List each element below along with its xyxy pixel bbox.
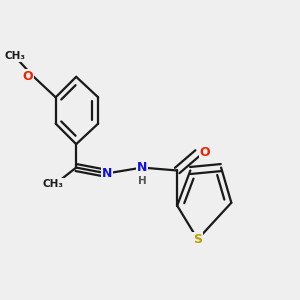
Text: O: O: [200, 146, 210, 159]
Text: S: S: [193, 233, 202, 246]
Text: O: O: [22, 70, 33, 83]
Text: N: N: [102, 167, 112, 180]
Text: H: H: [138, 176, 146, 186]
Text: CH₃: CH₃: [4, 51, 25, 61]
Text: CH₃: CH₃: [43, 179, 64, 189]
Text: N: N: [137, 161, 147, 174]
